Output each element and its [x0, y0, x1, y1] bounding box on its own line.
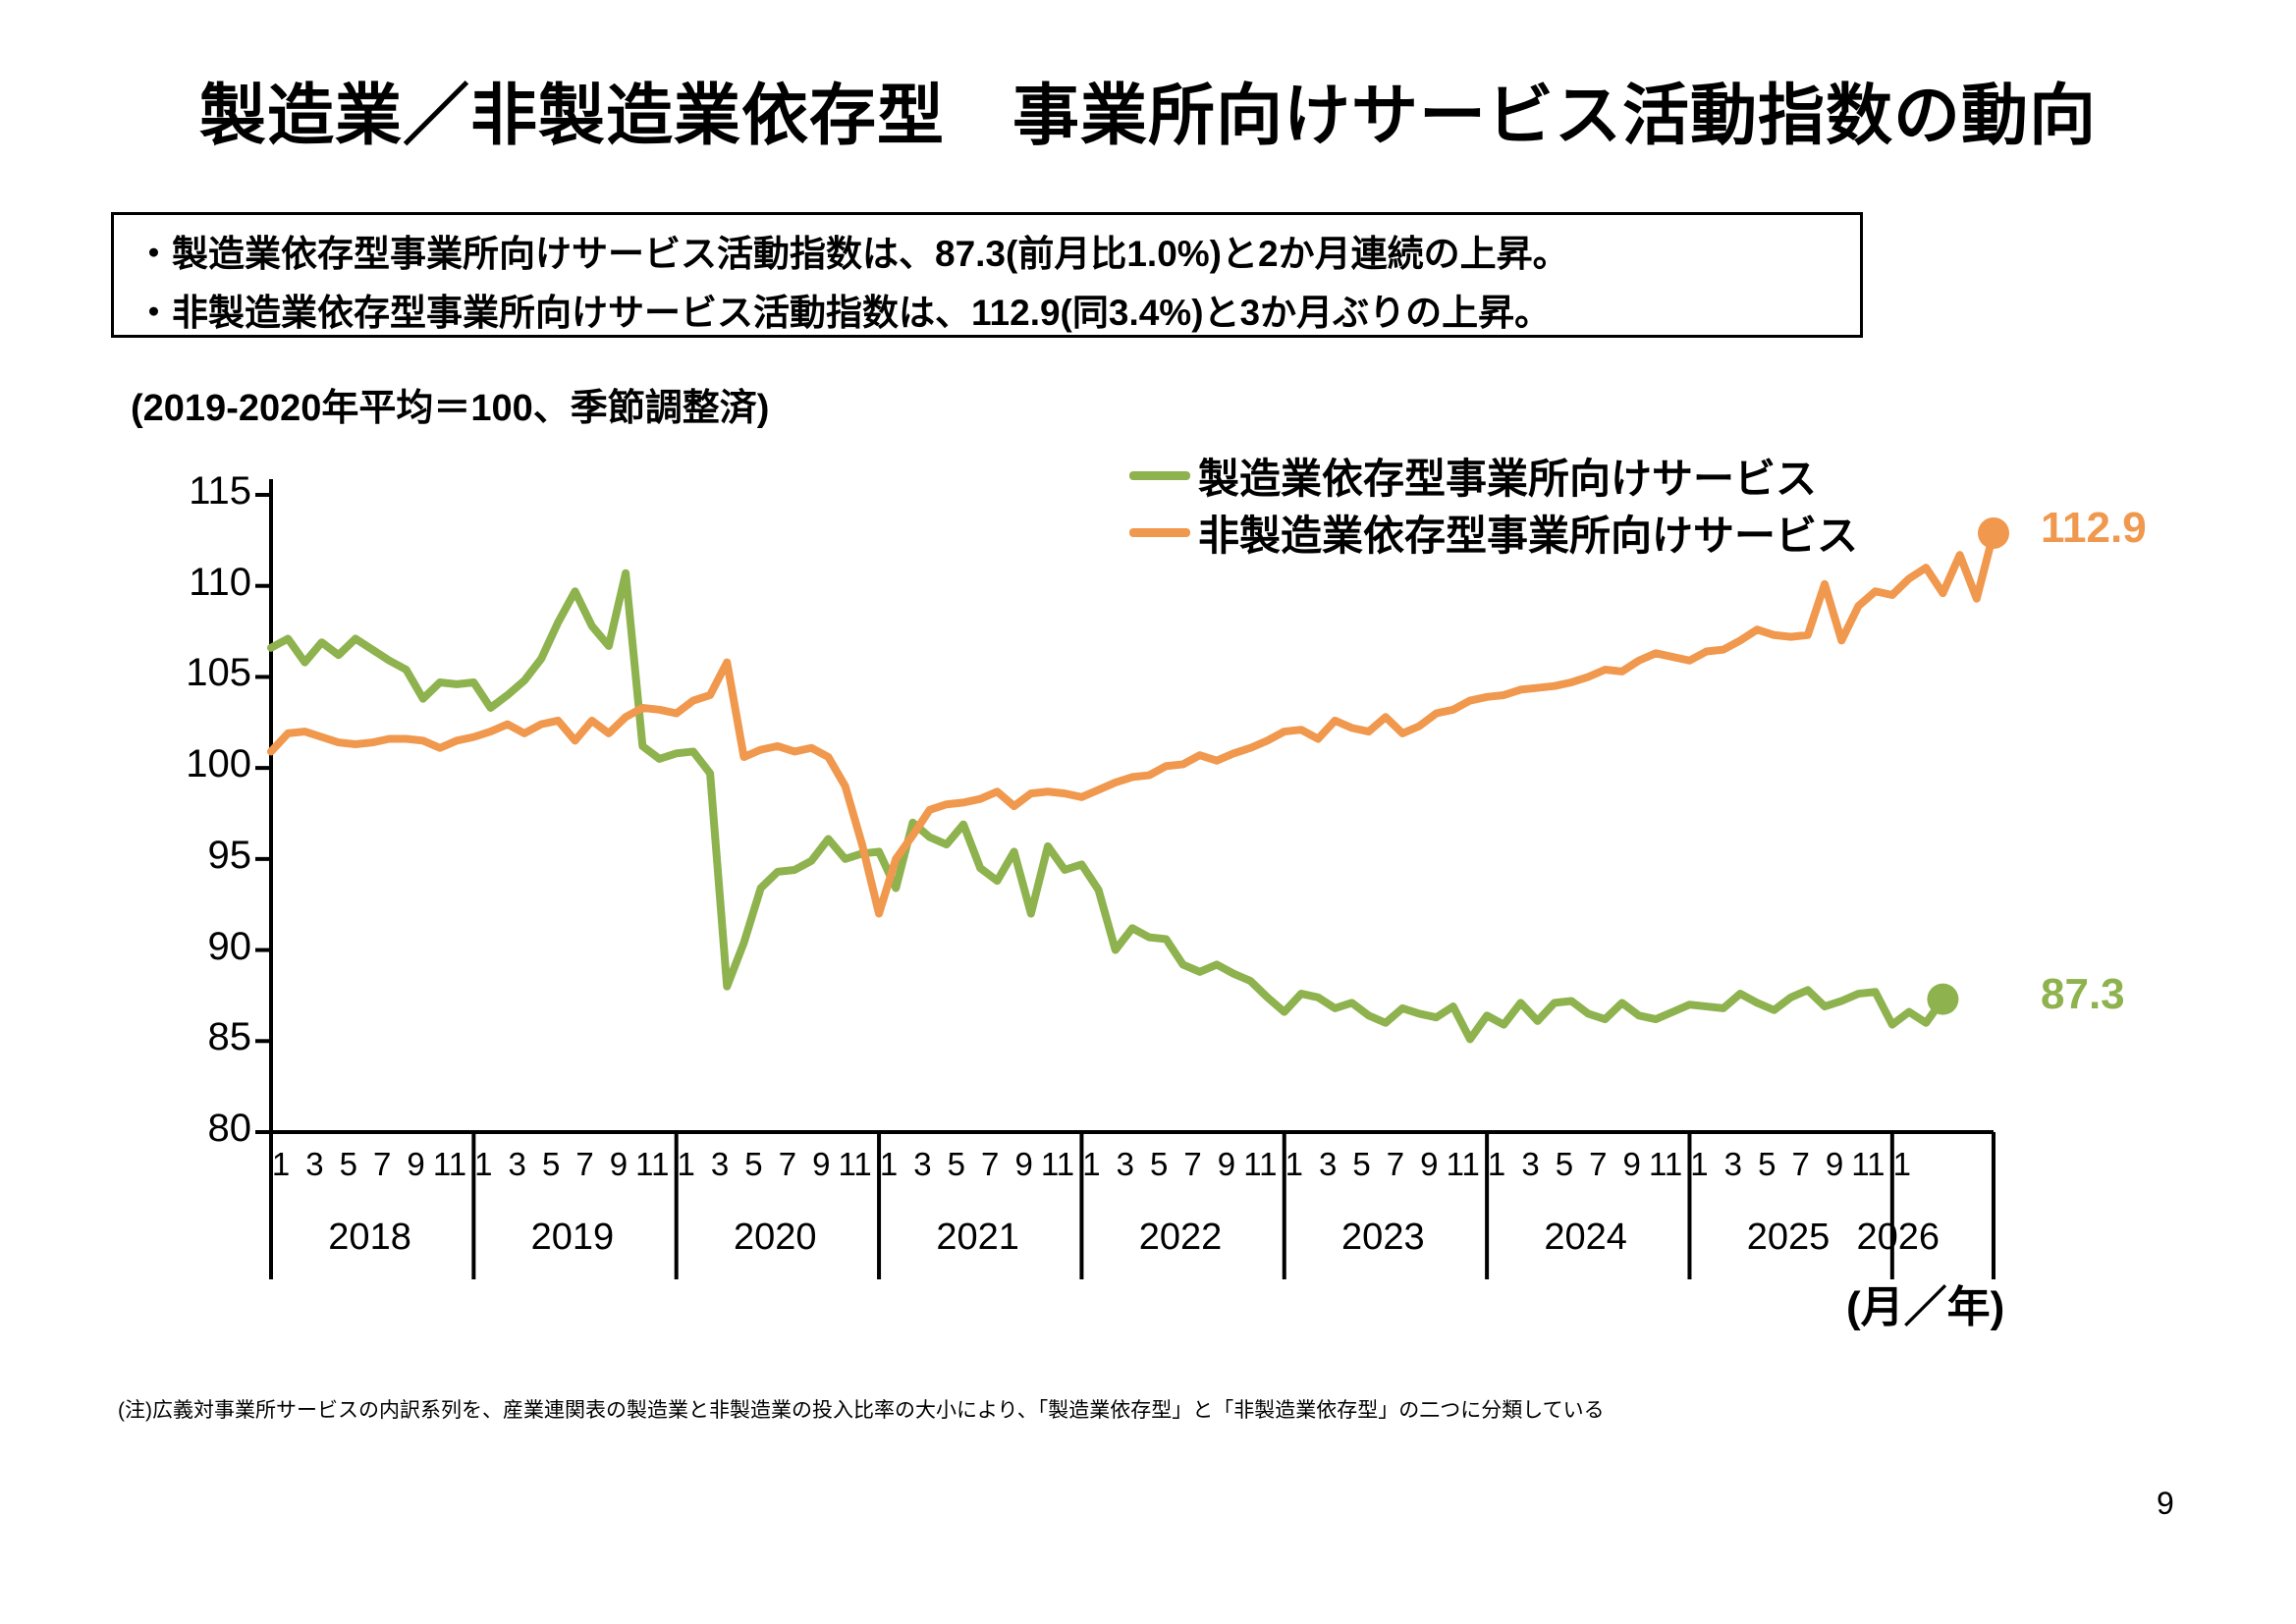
x-axis-year-label: 2021 [936, 1217, 1019, 1258]
x-axis-month-label: 5 [947, 1146, 965, 1182]
x-axis-month-label: 9 [812, 1146, 831, 1182]
x-axis-month-label: 1 [879, 1146, 899, 1182]
x-axis-month-label: 5 [339, 1146, 357, 1182]
x-axis-month-label: 1 [1892, 1146, 1911, 1182]
x-axis-year-label: 2023 [1341, 1217, 1425, 1258]
x-axis-year-label: 2020 [734, 1217, 817, 1258]
x-axis-month-label: 7 [372, 1146, 392, 1182]
x-axis-month-label: 1 [1082, 1146, 1101, 1182]
page-title: 製造業／非製造業依存型 事業所向けサービス活動指数の動向 [198, 79, 2097, 153]
x-axis-month-label: 3 [508, 1146, 526, 1182]
x-axis-month-label: 1 [1487, 1146, 1506, 1182]
footnote: (注)広義対事業所サービスの内訳系列を、産業連関表の製造業と非製造業の投入比率の… [118, 1399, 1605, 1422]
x-axis-month-label: 11 [432, 1146, 467, 1182]
y-axis-tick-label: 100 [186, 742, 251, 786]
x-axis-month-label: 1 [474, 1146, 493, 1182]
x-axis-year-label: 2018 [328, 1217, 411, 1258]
x-axis-month-label: 7 [778, 1146, 797, 1182]
x-axis-year-label: 2024 [1544, 1217, 1627, 1258]
x-axis-month-label: 11 [1446, 1146, 1480, 1182]
x-axis-month-label: 3 [1318, 1146, 1338, 1182]
x-axis-month-label: 3 [305, 1146, 324, 1182]
x-axis-caption: (月／年) [1846, 1283, 2005, 1331]
x-axis-month-label: 9 [1622, 1146, 1641, 1182]
y-axis-tick-label: 95 [207, 833, 252, 877]
end-value-label-manufacturing: 87.3 [2041, 969, 2125, 1018]
x-axis-month-label: 1 [271, 1146, 291, 1182]
x-axis-month-label: 7 [1183, 1146, 1202, 1182]
y-axis-tick-label: 110 [189, 560, 251, 604]
x-axis-year-label: 2026 [1856, 1217, 1941, 1258]
x-axis-year-label: 2022 [1138, 1217, 1223, 1258]
y-axis-tick-label: 90 [207, 924, 252, 968]
x-axis-month-label: 11 [1851, 1146, 1886, 1182]
x-axis-month-label: 3 [710, 1146, 730, 1182]
x-axis-month-label: 3 [913, 1146, 932, 1182]
x-axis-month-label: 5 [1758, 1146, 1777, 1182]
legend-item-nonmanufacturing: 非製造業依存型事業所向けサービス [1129, 504, 1858, 561]
x-axis-month-label: 11 [838, 1146, 872, 1182]
y-axis-tick-label: 105 [186, 651, 251, 695]
x-axis-month-label: 7 [575, 1146, 594, 1182]
x-axis-month-label: 7 [1791, 1146, 1810, 1182]
summary-callout-box: ・製造業依存型事業所向けサービス活動指数は、87.3(前月比1.0%)と2か月連… [111, 212, 1863, 338]
chart-legend: 製造業依存型事業所向けサービス 非製造業依存型事業所向けサービス [1129, 447, 1858, 561]
x-axis-month-label: 9 [1217, 1146, 1236, 1182]
x-axis-month-label: 11 [1648, 1146, 1683, 1182]
unit-note: (2019-2020年平均＝100、季節調整済) [131, 388, 770, 429]
y-axis-tick-label: 115 [189, 469, 251, 513]
legend-swatch-manufacturing [1129, 470, 1190, 480]
x-axis-month-label: 5 [1555, 1146, 1574, 1182]
x-axis-month-label: 9 [1014, 1146, 1033, 1182]
end-value-label-nonmanufacturing: 112.9 [2041, 503, 2147, 552]
x-axis-month-label: 1 [1285, 1146, 1303, 1182]
page-number: 9 [2157, 1486, 2174, 1521]
x-axis-month-label: 5 [744, 1146, 763, 1182]
x-axis-month-label: 3 [1116, 1146, 1134, 1182]
x-axis-month-label: 1 [1690, 1146, 1709, 1182]
x-axis-month-label: 7 [1386, 1146, 1405, 1182]
x-axis-month-label: 3 [1521, 1146, 1540, 1182]
x-axis-month-label: 5 [541, 1146, 561, 1182]
legend-item-manufacturing: 製造業依存型事業所向けサービス [1129, 447, 1858, 504]
legend-label-nonmanufacturing: 非製造業依存型事業所向けサービス [1198, 512, 1859, 559]
x-axis-month-label: 11 [1040, 1146, 1075, 1182]
x-axis-month-label: 9 [609, 1146, 629, 1182]
y-axis-tick-label: 80 [207, 1107, 252, 1150]
x-axis-month-label: 9 [1825, 1146, 1844, 1182]
x-axis-month-label: 11 [1243, 1146, 1278, 1182]
legend-label-manufacturing: 製造業依存型事業所向けサービス [1198, 455, 1818, 502]
legend-swatch-nonmanufacturing [1129, 527, 1190, 537]
summary-line-nonmanufacturing: ・非製造業依存型事業所向けサービス活動指数は、112.9(同3.4%)と3か月ぶ… [136, 293, 1552, 333]
x-axis-year-label: 2019 [530, 1217, 615, 1258]
x-axis-month-label: 3 [1723, 1146, 1743, 1182]
x-axis-month-label: 5 [1352, 1146, 1371, 1182]
x-axis-year-label: 2025 [1746, 1217, 1831, 1258]
x-axis-month-label: 7 [981, 1146, 1000, 1182]
summary-line-manufacturing: ・製造業依存型事業所向けサービス活動指数は、87.3(前月比1.0%)と2か月連… [136, 234, 1569, 274]
x-axis-month-label: 7 [1589, 1146, 1608, 1182]
x-axis-month-label: 1 [677, 1146, 695, 1182]
x-axis-month-label: 9 [1420, 1146, 1439, 1182]
x-axis-month-label: 5 [1150, 1146, 1169, 1182]
y-axis-tick-label: 85 [207, 1015, 252, 1059]
x-axis-month-label: 11 [635, 1146, 670, 1182]
x-axis-month-label: 9 [407, 1146, 425, 1182]
